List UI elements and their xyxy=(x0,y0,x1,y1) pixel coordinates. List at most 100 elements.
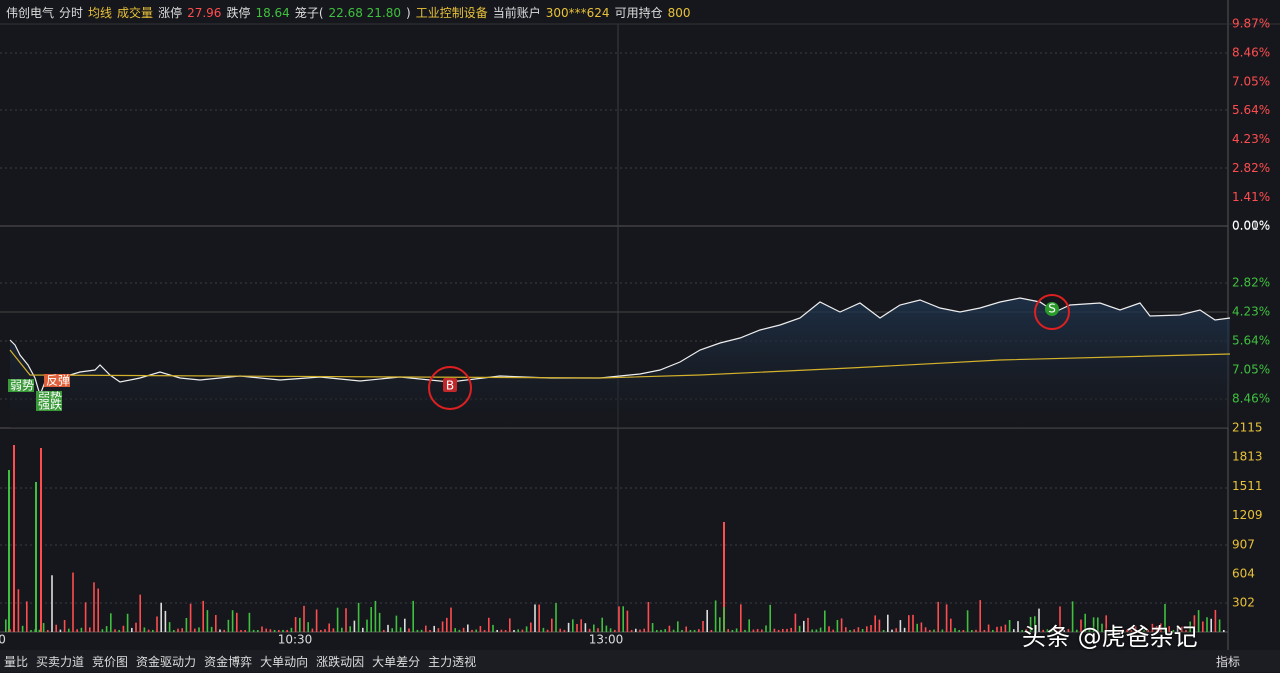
volume-bar xyxy=(223,629,225,632)
volume-bar xyxy=(244,629,246,632)
axis-pct: 8.46% xyxy=(1232,45,1270,59)
volume-bar xyxy=(26,601,28,632)
volume-bar xyxy=(168,622,171,632)
volume-bar xyxy=(941,629,944,632)
tab[interactable]: 资金博弈 xyxy=(204,655,253,669)
volume-bar xyxy=(857,627,860,632)
volume-bar xyxy=(1181,626,1183,632)
axis-pct: 1.41% xyxy=(1232,190,1270,204)
axis-zero: 0.00% xyxy=(1232,219,1270,233)
volume-bar xyxy=(118,629,120,632)
volume-bar xyxy=(509,618,511,632)
volume-bar xyxy=(794,613,797,632)
tab[interactable]: 涨跌动因 xyxy=(316,655,365,669)
tab[interactable]: 大单差分 xyxy=(372,655,421,669)
volume-bar xyxy=(1038,608,1040,632)
volume-bar xyxy=(521,629,524,632)
volume-bar xyxy=(828,626,830,632)
volume-bar xyxy=(664,629,666,632)
volume-bar xyxy=(324,629,326,632)
volume-bar xyxy=(580,619,582,632)
volume-bar xyxy=(1210,618,1212,632)
volume-bar xyxy=(336,607,339,632)
volume-bar xyxy=(143,627,146,632)
axis-pct: 0.01% xyxy=(1232,219,1270,233)
volume-bar xyxy=(551,618,553,632)
volume-bar xyxy=(916,623,918,632)
volume-bar xyxy=(89,627,91,632)
volume-bar xyxy=(1046,629,1049,632)
volume-bar xyxy=(933,629,935,632)
tab[interactable]: 竞价图 xyxy=(92,655,129,669)
volume-bar xyxy=(441,621,444,632)
volume-bar xyxy=(1034,616,1036,632)
volume-bar xyxy=(206,610,209,632)
volume-bar xyxy=(1021,629,1023,632)
volume-bar xyxy=(777,629,780,632)
volume-bar xyxy=(1025,628,1028,632)
volume-bar xyxy=(836,620,839,632)
axis-volume: 2115 xyxy=(1232,421,1263,435)
volume-bar xyxy=(1017,621,1019,632)
volume-bar xyxy=(349,626,351,632)
tab[interactable]: 量比 xyxy=(4,655,29,669)
volume-bar xyxy=(1160,623,1162,632)
volume-bar xyxy=(979,600,981,632)
volume-bar xyxy=(1193,615,1196,632)
indicator[interactable]: 指标 xyxy=(1215,655,1240,669)
volume-bar xyxy=(9,629,11,632)
volume-bar xyxy=(710,630,713,632)
volume-bar xyxy=(55,624,57,632)
tab[interactable]: 主力透视 xyxy=(428,655,477,669)
volume-bar xyxy=(362,627,364,632)
volume-bar xyxy=(727,629,729,632)
volume-bar xyxy=(437,628,440,632)
volume-bar xyxy=(983,629,986,632)
header-item: ) xyxy=(406,6,411,20)
volume-bar xyxy=(920,622,923,632)
axis-volume: 1209 xyxy=(1232,508,1263,522)
volume-bar xyxy=(954,628,956,632)
volume-bar xyxy=(1185,629,1187,632)
volume-bar xyxy=(215,615,217,632)
volume-bar xyxy=(962,629,965,632)
volume-bar xyxy=(861,629,864,632)
volume-bar xyxy=(202,600,204,632)
header-item: 工业控制设备 xyxy=(415,6,488,20)
volume-bar xyxy=(937,601,939,632)
axis-pct: 4.23% xyxy=(1232,305,1270,319)
volume-bar xyxy=(912,614,914,632)
volume-bar xyxy=(303,605,305,632)
avg-line xyxy=(9,349,1231,379)
axis-pct: 4.23% xyxy=(1232,132,1270,146)
volume-bar xyxy=(849,629,851,632)
volume-bar xyxy=(1013,629,1015,632)
volume-bar xyxy=(189,603,192,632)
volume-bar xyxy=(5,619,7,632)
header-item: 可用持仓 xyxy=(614,6,663,20)
volume-bar xyxy=(483,629,486,632)
volume-bar xyxy=(609,628,612,632)
tab[interactable]: 买卖力道 xyxy=(36,655,85,669)
tab[interactable]: 资金驱动力 xyxy=(136,655,197,669)
volume-bar xyxy=(702,620,704,632)
volume-bar xyxy=(286,629,288,632)
volume-bar xyxy=(555,603,557,632)
volume-bar xyxy=(395,615,398,632)
axis-volume: 302 xyxy=(1232,596,1255,610)
volume-bar xyxy=(1164,603,1166,632)
volume-bar xyxy=(328,623,330,632)
header-item: 成交量 xyxy=(117,6,154,20)
time-label: 0 xyxy=(0,633,6,647)
tab[interactable]: 大单动向 xyxy=(260,655,309,669)
volume-bar xyxy=(198,627,200,632)
watermark: 头条 @虎爸杂记 xyxy=(1022,623,1198,651)
volume-bar xyxy=(971,630,973,632)
volume-bar xyxy=(51,575,53,632)
volume-bar xyxy=(38,629,41,632)
volume-bar xyxy=(173,629,175,632)
volume-bar xyxy=(929,629,931,632)
volume-bar xyxy=(194,628,196,632)
volume-bar xyxy=(798,625,801,632)
volume-bar xyxy=(882,629,885,632)
